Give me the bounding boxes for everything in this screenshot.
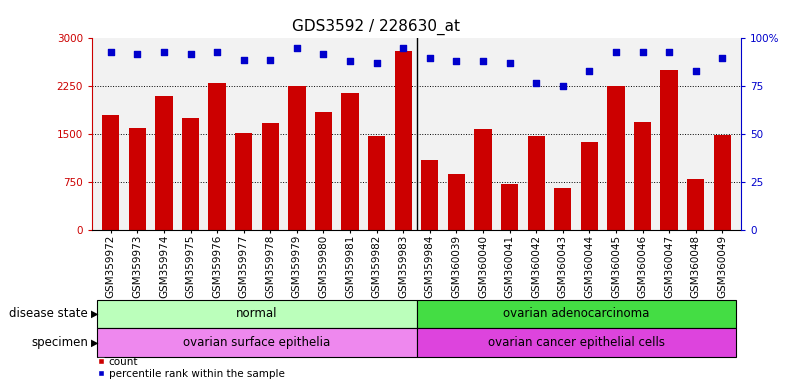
Text: GDS3592 / 228630_at: GDS3592 / 228630_at xyxy=(292,18,461,35)
Bar xyxy=(315,112,332,230)
Text: specimen: specimen xyxy=(31,336,88,349)
Bar xyxy=(474,129,492,230)
Bar xyxy=(288,86,305,230)
Bar xyxy=(102,115,119,230)
Bar xyxy=(129,128,146,230)
Bar xyxy=(395,51,412,230)
Bar xyxy=(634,122,651,230)
Bar xyxy=(208,83,226,230)
Point xyxy=(396,45,409,51)
Point xyxy=(344,58,356,65)
Bar xyxy=(155,96,172,230)
Bar xyxy=(417,300,735,328)
Point xyxy=(370,60,383,66)
Point xyxy=(583,68,596,74)
Point xyxy=(450,58,463,65)
Point xyxy=(690,68,702,74)
Bar xyxy=(448,174,465,230)
Point xyxy=(636,49,649,55)
Point xyxy=(237,56,250,63)
Bar xyxy=(341,93,359,230)
Bar xyxy=(182,118,199,230)
Text: ▶: ▶ xyxy=(91,338,98,348)
Point xyxy=(317,51,330,57)
Point xyxy=(424,55,437,61)
Point xyxy=(158,49,171,55)
Bar xyxy=(368,136,385,230)
Point xyxy=(131,51,143,57)
Bar xyxy=(98,328,417,357)
Point xyxy=(557,83,570,89)
Bar xyxy=(714,135,731,230)
Point xyxy=(503,60,516,66)
Bar xyxy=(98,300,417,328)
Bar xyxy=(687,179,704,230)
Text: ▶: ▶ xyxy=(91,309,98,319)
Bar xyxy=(581,142,598,230)
Bar xyxy=(607,86,625,230)
Point xyxy=(529,79,542,86)
Point xyxy=(104,49,117,55)
Legend: count, percentile rank within the sample: count, percentile rank within the sample xyxy=(98,357,284,379)
Point xyxy=(291,45,304,51)
Point xyxy=(610,49,622,55)
Point xyxy=(184,51,197,57)
Point xyxy=(662,49,675,55)
Point xyxy=(211,49,223,55)
Point xyxy=(477,58,489,65)
Bar xyxy=(554,187,571,230)
Point xyxy=(264,56,276,63)
Bar xyxy=(262,123,279,230)
Bar xyxy=(501,184,518,230)
Text: normal: normal xyxy=(236,308,278,320)
Bar xyxy=(661,70,678,230)
Bar xyxy=(417,328,735,357)
Text: ovarian adenocarcinoma: ovarian adenocarcinoma xyxy=(503,308,650,320)
Point xyxy=(716,55,729,61)
Text: ovarian cancer epithelial cells: ovarian cancer epithelial cells xyxy=(488,336,665,349)
Bar xyxy=(235,133,252,230)
Text: disease state: disease state xyxy=(10,308,88,320)
Bar xyxy=(421,160,438,230)
Bar xyxy=(528,136,545,230)
Text: ovarian surface epithelia: ovarian surface epithelia xyxy=(183,336,331,349)
